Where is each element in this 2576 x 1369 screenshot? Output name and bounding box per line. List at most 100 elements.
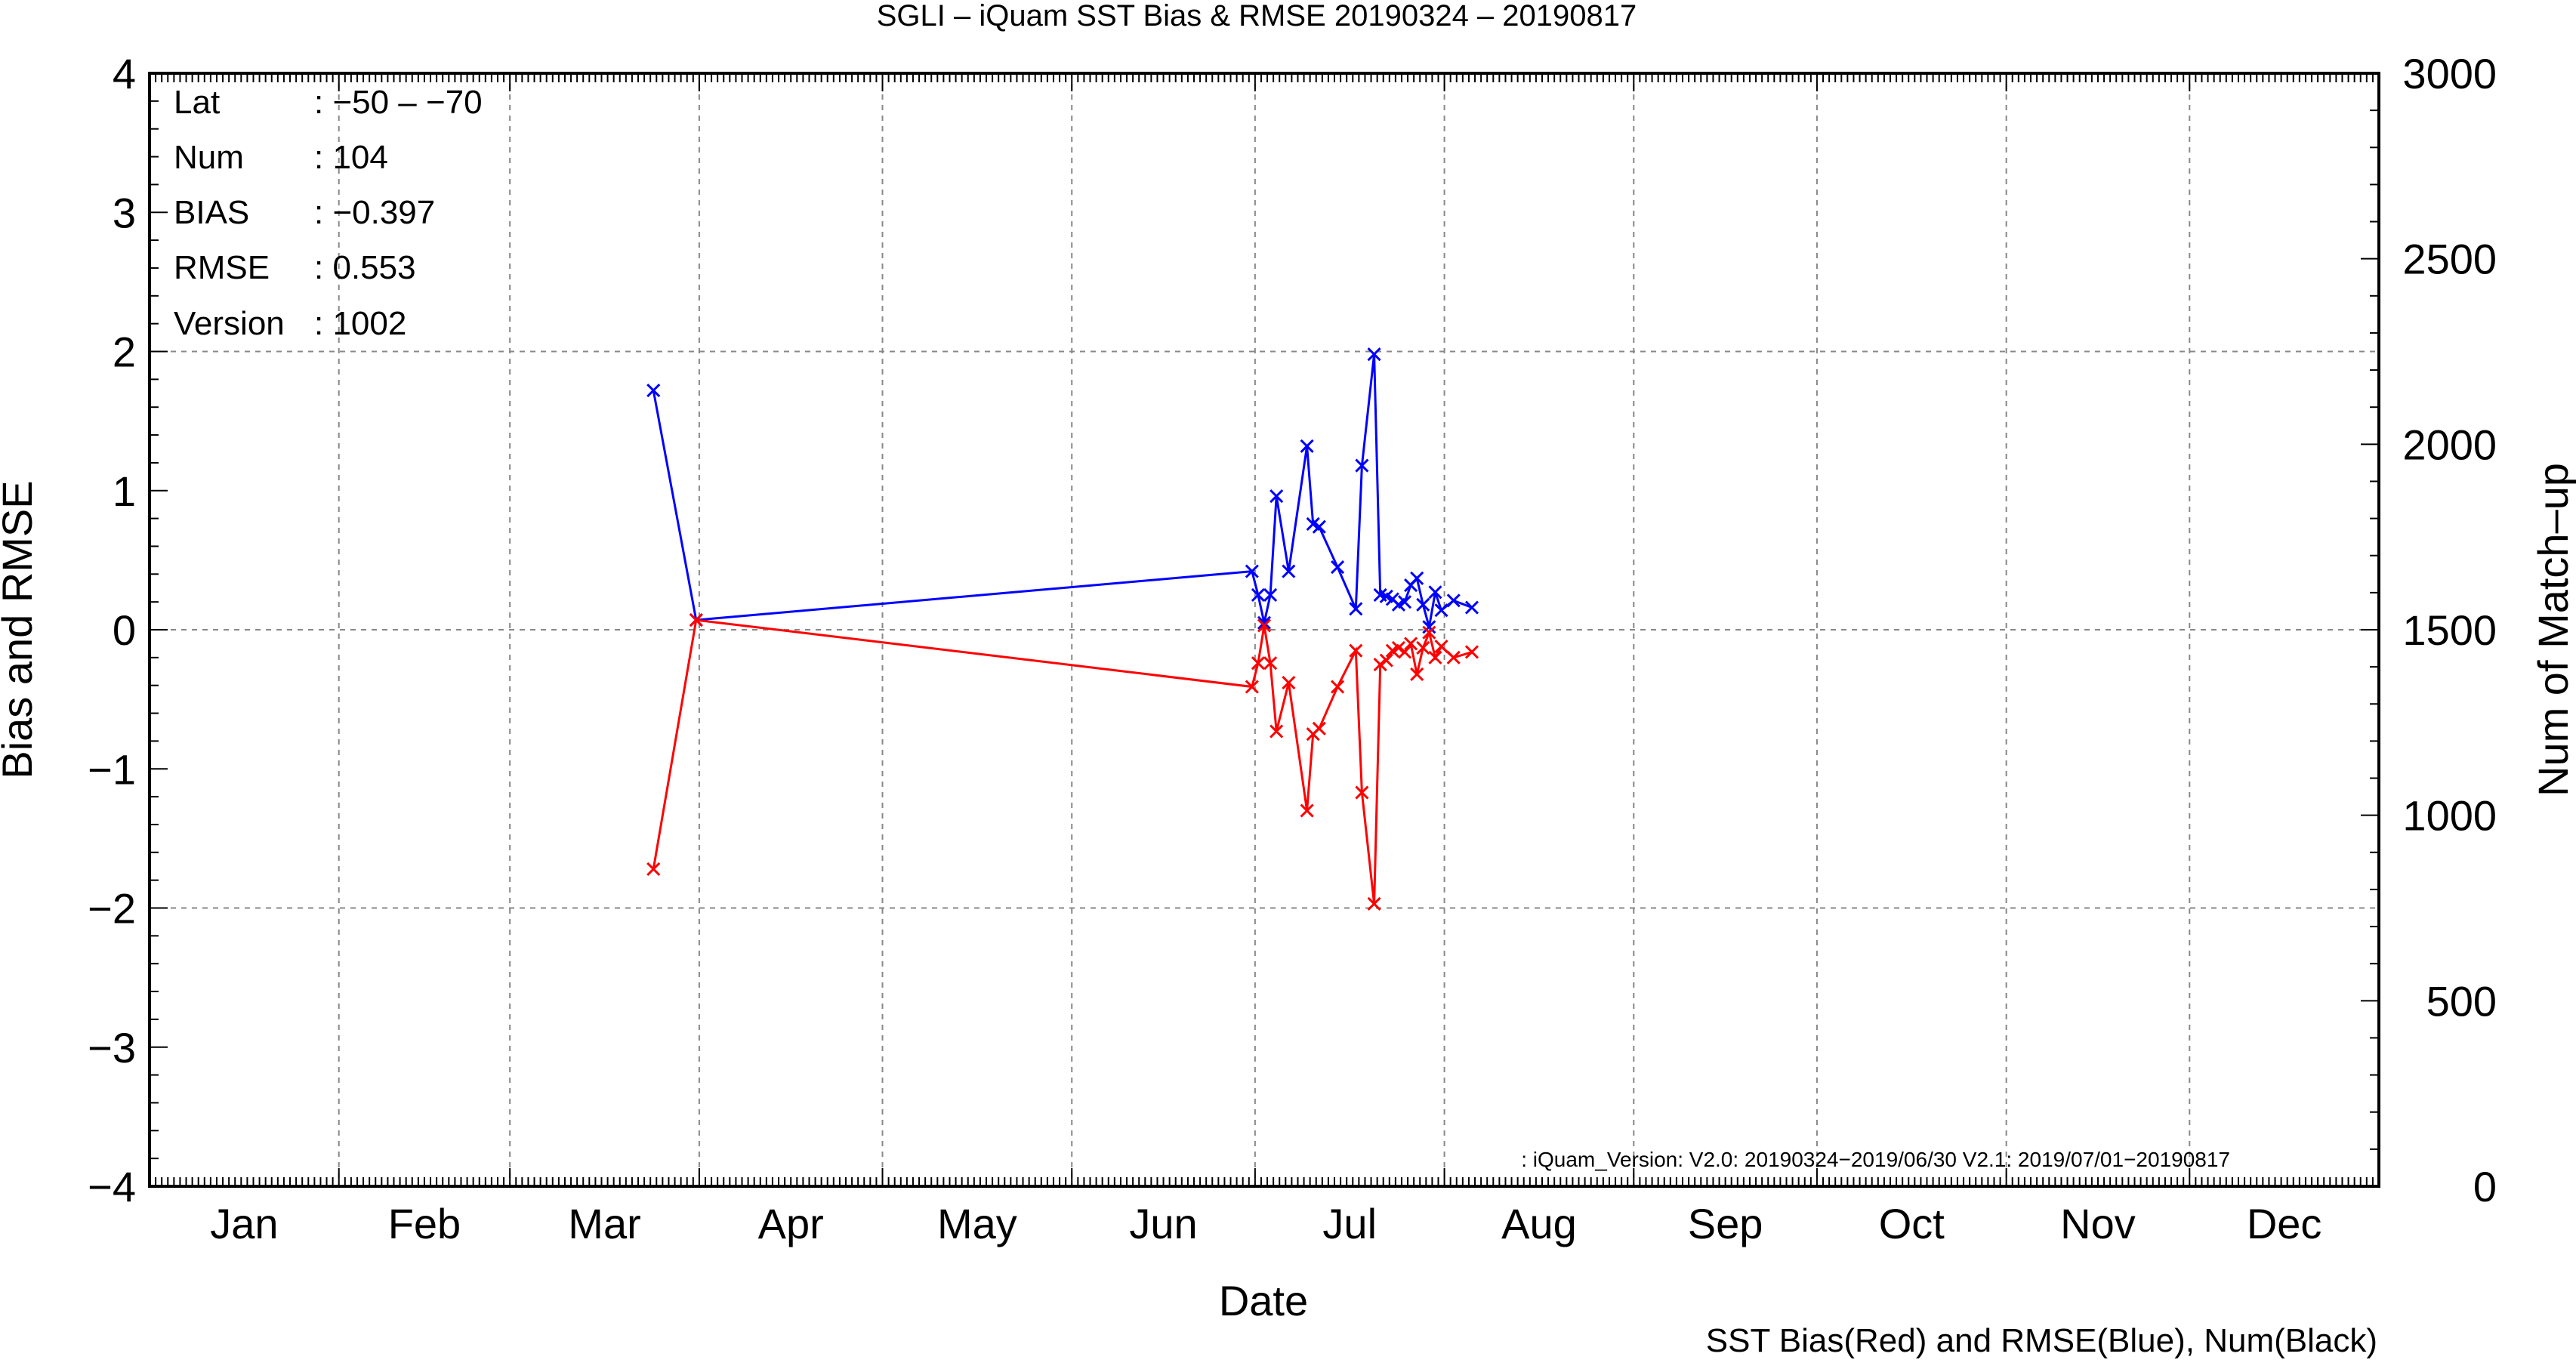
info-box: Lat : −50 – −70 Num : 104 BIAS : −0.397 …	[174, 84, 483, 342]
rmse-line	[652, 354, 1473, 627]
y-tick-label: −3	[88, 1024, 136, 1071]
rmse-point	[1367, 347, 1381, 362]
bias-point	[1428, 650, 1442, 664]
rmse-point	[1269, 489, 1284, 504]
bias-point	[1300, 803, 1314, 818]
bias-point	[1349, 643, 1363, 658]
rmse-point	[1257, 615, 1272, 630]
rmse-point	[1397, 595, 1412, 609]
month-label: Aug	[1501, 1200, 1577, 1247]
bias-point	[1269, 724, 1284, 738]
y2-tick-label: 500	[2426, 977, 2497, 1025]
rmse-point	[1300, 439, 1314, 453]
rmse-point	[1245, 564, 1259, 578]
rmse-point	[1464, 600, 1479, 615]
y-tick-label: −4	[88, 1163, 136, 1210]
bias-point	[1434, 640, 1448, 654]
info-version-value: : 1002	[314, 305, 406, 342]
y-axis-label: Bias and RMSE	[0, 480, 41, 779]
y2-tick-label: 3000	[2402, 50, 2497, 97]
month-label: Jun	[1129, 1200, 1197, 1247]
month-label: Jan	[210, 1200, 278, 1247]
y-tick-labels: 4 3 2 1 0 −1 −2 −3 −4	[88, 50, 136, 1210]
y-tick-label: 3	[113, 189, 136, 236]
info-version-label: Version	[174, 305, 285, 342]
y2-tick-label: 2000	[2402, 421, 2497, 468]
y-tick-label: 4	[113, 50, 136, 97]
bias-point	[1464, 645, 1479, 659]
bias-point	[689, 613, 703, 627]
y2-tick-labels: 3000 2500 2000 1500 1000 500 0	[2402, 50, 2497, 1210]
month-label: Sep	[1688, 1200, 1763, 1247]
x-month-labels: Jan Feb Mar Apr May Jun Jul Aug Sep Oct Nov Dec	[210, 1200, 2321, 1247]
month-label: Apr	[758, 1200, 824, 1247]
y-tick-label: 0	[113, 606, 136, 654]
rmse-point	[1251, 587, 1265, 602]
bias-point	[1373, 658, 1387, 672]
y2-tick-label: 0	[2473, 1163, 2497, 1210]
rmse-point	[1428, 585, 1442, 600]
y-tick-label: −1	[88, 745, 136, 793]
info-bias-value: : −0.397	[314, 194, 435, 231]
bias-point	[646, 862, 661, 876]
y2-tick-label: 1500	[2402, 606, 2497, 654]
bias-point	[1397, 645, 1412, 659]
bias-point	[1367, 896, 1381, 911]
bias-point	[1410, 667, 1424, 682]
iquam-version-note: : iQuam_Version: V2.0: 20190324−2019/06/…	[1521, 1148, 2230, 1171]
bias-point	[1416, 640, 1430, 655]
rmse-point	[1349, 602, 1363, 616]
bias-point	[1245, 680, 1259, 694]
info-bias-label: BIAS	[174, 194, 249, 231]
rmse-point	[646, 384, 661, 398]
bias-point	[1282, 675, 1296, 690]
bias-point	[1422, 625, 1436, 640]
y-tick-label: 1	[113, 467, 136, 515]
y2-axis-label: Num of Match–up	[2529, 463, 2576, 797]
y-tick-label: 2	[113, 328, 136, 376]
bias-point	[1312, 721, 1326, 735]
bias-point	[1355, 785, 1369, 800]
rmse-point	[1263, 587, 1278, 602]
bias-point	[1263, 656, 1278, 671]
info-lat-value: : −50 – −70	[314, 84, 483, 121]
rmse-point	[1416, 597, 1430, 612]
rmse-point	[1446, 594, 1461, 608]
rmse-point	[1410, 571, 1424, 585]
legend-note: SST Bias(Red) and RMSE(Blue), Num(Black)	[1706, 1322, 2377, 1359]
month-label: Feb	[388, 1200, 461, 1247]
month-label: Mar	[568, 1200, 640, 1247]
bias-point	[1251, 656, 1265, 671]
plot-frame	[148, 72, 2380, 1188]
month-label: Nov	[2060, 1200, 2136, 1247]
rmse-point	[1355, 458, 1369, 473]
month-label: Jul	[1322, 1200, 1377, 1247]
bias-line	[652, 618, 1473, 905]
x-axis-label: Date	[1219, 1277, 1308, 1324]
info-rmse-label: RMSE	[174, 249, 270, 286]
info-rmse-value: : 0.553	[314, 249, 416, 286]
bias-point	[1446, 650, 1461, 664]
month-label: Dec	[2247, 1200, 2322, 1247]
data-series	[646, 347, 1479, 911]
rmse-point	[1312, 520, 1326, 534]
info-num-label: Num	[174, 139, 244, 176]
bias-point	[1379, 653, 1393, 668]
rmse-point	[1434, 603, 1448, 618]
rmse-point	[1330, 560, 1345, 575]
month-label: May	[937, 1200, 1017, 1247]
month-label: Oct	[1879, 1200, 1945, 1247]
rmse-point	[1282, 564, 1296, 578]
bias-point	[1330, 680, 1345, 694]
bias-point	[1257, 618, 1272, 633]
info-num-value: : 104	[314, 139, 388, 176]
bias-point	[1391, 640, 1405, 655]
chart-title: SGLI – iQuam SST Bias & RMSE 20190324 – …	[877, 0, 1637, 32]
y2-tick-label: 1000	[2402, 792, 2497, 840]
bias-point	[1404, 637, 1418, 651]
y2-tick-label: 2500	[2402, 236, 2497, 283]
rmse-point	[1422, 620, 1436, 634]
info-lat-label: Lat	[174, 84, 220, 121]
y-tick-label: −2	[88, 885, 136, 933]
